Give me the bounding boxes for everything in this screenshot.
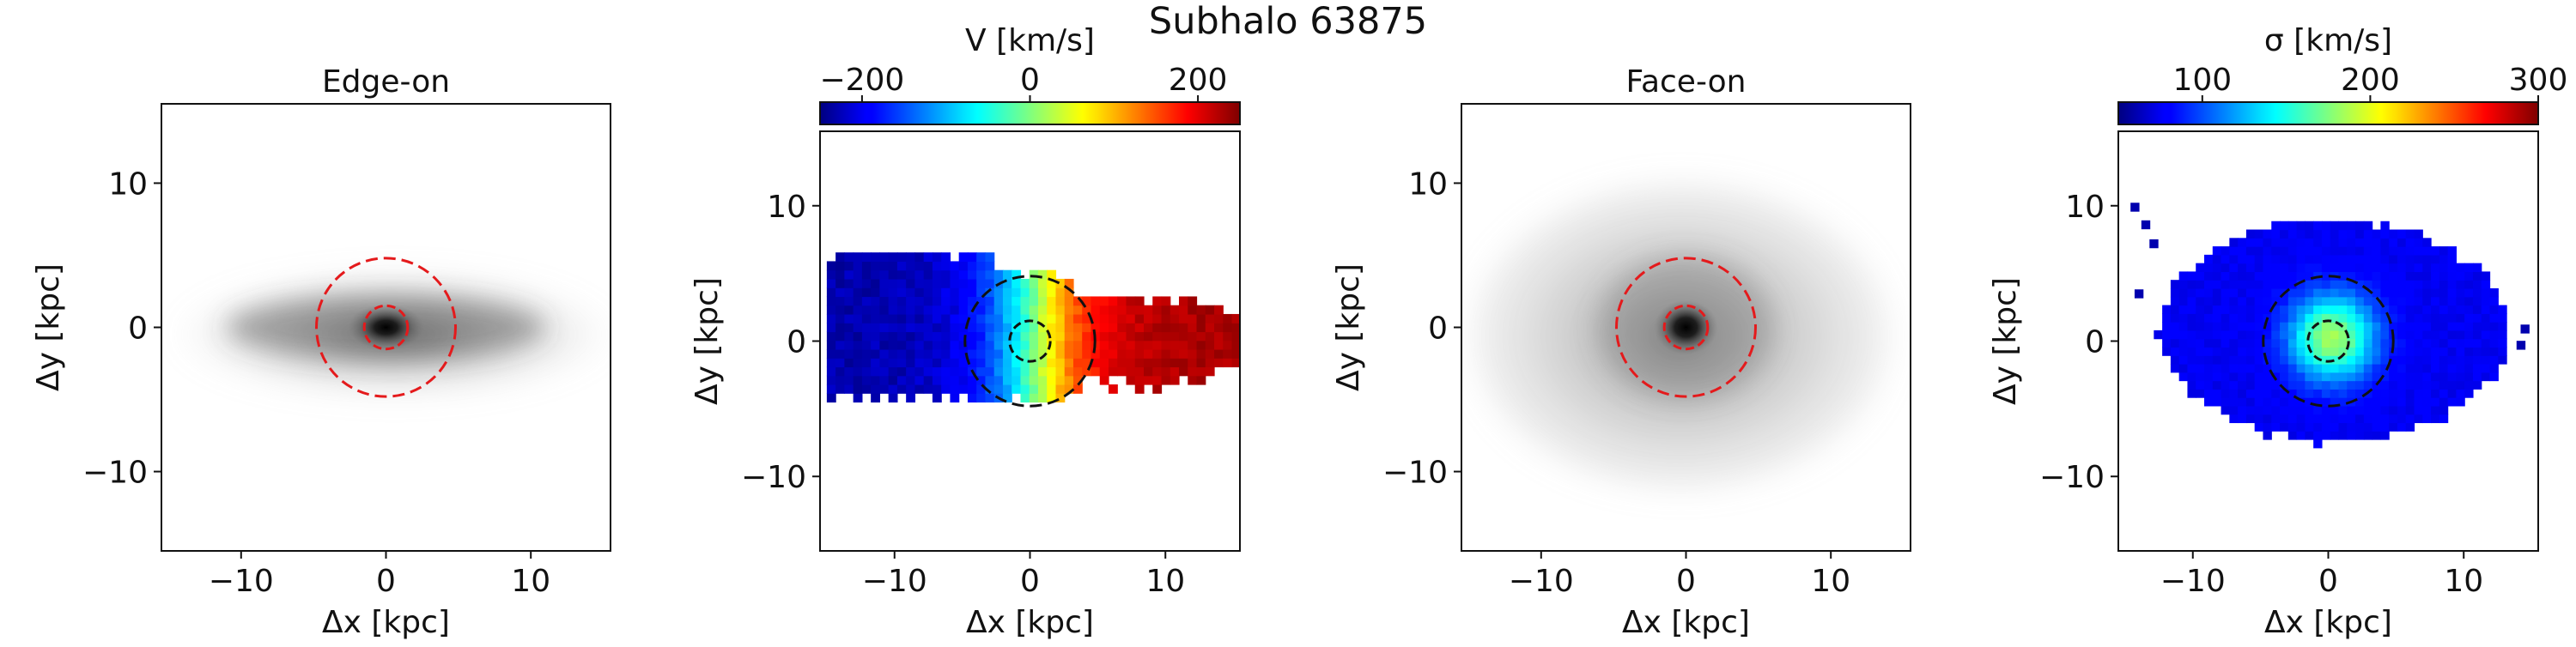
x-tick-label: −10	[862, 564, 927, 599]
colorbar-tick-label: 300	[2509, 63, 2568, 98]
y-tick-label: 0	[1428, 311, 1448, 347]
x-tick-label: 0	[1020, 564, 1040, 599]
x-axis-label: Δx [kpc]	[966, 605, 1094, 640]
y-tick-label: 0	[2085, 325, 2105, 360]
y-tick-label: 10	[2065, 190, 2105, 225]
edge-on-bulge	[348, 304, 424, 351]
face_on-aperture-circle-outer	[1615, 257, 1757, 398]
dispersion-map	[2130, 203, 2530, 449]
x-axis-label: Δx [kpc]	[322, 605, 450, 640]
dispersion-aperture-circle-inner	[2306, 319, 2350, 363]
x-tick-label: 0	[1676, 564, 1696, 599]
x-tick-label: 10	[1811, 564, 1850, 599]
x-tick-label: 0	[376, 564, 396, 599]
y-tick-label: −10	[82, 456, 148, 491]
x-tick-label: 10	[2444, 564, 2483, 599]
x-tick-label: −10	[209, 564, 274, 599]
face_on-map	[1461, 170, 1905, 502]
velocity-colorbar: −200 0 200 V [km/s]	[819, 23, 1241, 125]
x-tick-label: 0	[2318, 564, 2338, 599]
x-tick-label: 10	[511, 564, 550, 599]
y-tick-label: 10	[1408, 166, 1448, 202]
y-tick-label: 10	[767, 190, 806, 225]
panel-face_on: −10 0 10 10 0 −10 Δx [kpc] Δy [kpc] Face-on	[1331, 64, 1911, 640]
y-tick-label: −10	[2039, 460, 2105, 495]
x-axis-label: Δx [kpc]	[1622, 605, 1750, 640]
colorbar-label: σ [km/s]	[2264, 23, 2392, 58]
velocity-aperture-circle-outer	[963, 275, 1097, 408]
edge_on-aperture-circle-outer	[315, 257, 457, 398]
x-tick-label: −10	[1509, 564, 1574, 599]
x-tick-label: −10	[2160, 564, 2226, 599]
y-tick-label: −10	[1382, 456, 1448, 491]
velocity-aperture-circle-inner	[1008, 319, 1052, 363]
colorbar-label: V [km/s]	[965, 23, 1095, 58]
colorbar-tick-label: 100	[2172, 63, 2232, 98]
colorbar-tick-label: 0	[1020, 63, 1040, 98]
dispersion-colorbar: 100 200 300 σ [km/s]	[2117, 23, 2568, 125]
panel-edge_on: −10 0 10 10 0 −10 Δx [kpc] Δy [kpc] Edge-on	[31, 64, 611, 640]
y-tick-label: 10	[108, 166, 148, 202]
face_on-aperture-circle-inner	[1662, 304, 1710, 351]
y-axis-label: Δy [kpc]	[31, 263, 66, 391]
panel-title: Edge-on	[322, 64, 450, 100]
colorbar-gradient	[2117, 101, 2539, 125]
colorbar-tick-label: 200	[2341, 63, 2400, 98]
y-axis-label: Δy [kpc]	[690, 277, 725, 405]
panel-velocity: −10 0 10 10 0 −10 Δx [kpc] Δy [kpc] −200 0 200 V [k…	[690, 23, 1241, 640]
x-tick-label: 10	[1145, 564, 1185, 599]
velocity-map	[826, 252, 1240, 403]
y-axis-label: Δy [kpc]	[1331, 263, 1366, 391]
colorbar-tick-label: −200	[819, 63, 904, 98]
x-axis-label: Δx [kpc]	[2264, 605, 2392, 640]
figure-title: Subhalo 63875	[1148, 0, 1428, 43]
colorbar-tick-label: 200	[1169, 63, 1228, 98]
edge_on-map	[170, 264, 611, 404]
y-tick-label: 0	[128, 311, 148, 347]
dispersion-aperture-circle-outer	[2262, 275, 2395, 408]
colorbar-gradient	[819, 101, 1241, 125]
y-axis-label: Δy [kpc]	[1988, 277, 2023, 405]
edge_on-aperture-circle-inner	[362, 304, 410, 351]
y-tick-label: 0	[787, 325, 806, 360]
panel-title: Face-on	[1626, 64, 1747, 100]
y-tick-label: −10	[741, 460, 806, 495]
